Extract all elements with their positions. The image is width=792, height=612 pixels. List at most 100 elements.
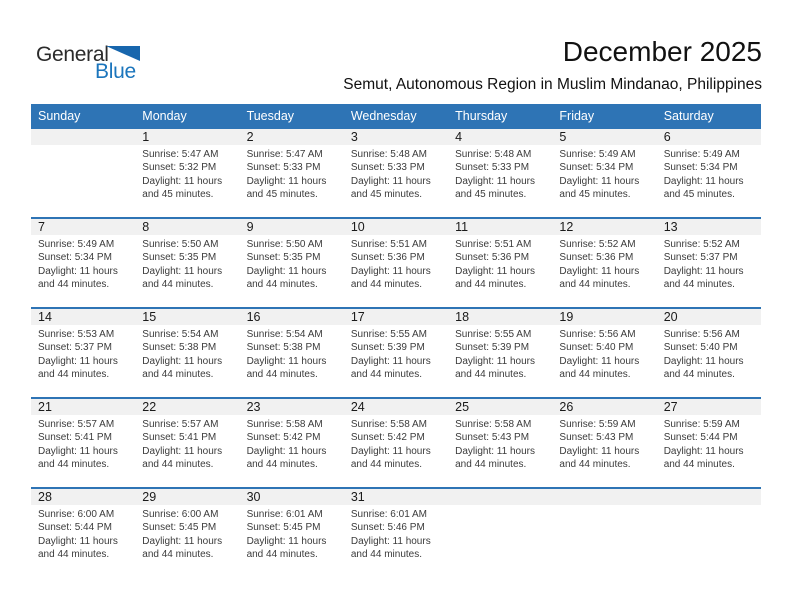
sunrise-text: Sunrise: 5:57 AM <box>38 419 115 430</box>
day-number: 19 <box>552 309 657 325</box>
sunrise-text: Sunrise: 5:54 AM <box>246 329 323 340</box>
week-row: 14 Sunrise: 5:53 AM Sunset: 5:37 PM Dayligh… <box>31 307 761 397</box>
day-details: Sunrise: 5:51 AM Sunset: 5:36 PM Daylight:… <box>344 235 448 292</box>
day-number: 17 <box>343 309 449 325</box>
day-details: Sunrise: 5:59 AM Sunset: 5:43 PM Daylight:… <box>552 415 656 472</box>
day-details: Sunrise: 5:49 AM Sunset: 5:34 PM Daylight:… <box>657 145 761 202</box>
day-details: Sunrise: 5:48 AM Sunset: 5:33 PM Daylight:… <box>344 145 448 202</box>
day-cell-9: 9 Sunrise: 5:50 AM Sunset: 5:35 PM Daylight… <box>239 219 344 307</box>
weekday-header-thursday: Thursday <box>455 108 508 123</box>
day-details: Sunrise: 5:48 AM Sunset: 5:33 PM Daylight:… <box>448 145 552 202</box>
day-number <box>448 489 553 505</box>
day-cell-12: 12 Sunrise: 5:52 AM Sunset: 5:36 PM Dayligh… <box>552 219 657 307</box>
day-number: 13 <box>656 219 761 235</box>
logo-text-general: General <box>36 43 109 66</box>
sunset-text: Sunset: 5:35 PM <box>142 252 217 264</box>
day-cell-28: 28 Sunrise: 6:00 AM Sunset: 5:44 PM Dayligh… <box>31 489 136 577</box>
day-number: 21 <box>31 399 136 415</box>
sunrise-text: Sunrise: 5:55 AM <box>350 329 427 340</box>
day-details: Sunrise: 5:56 AM Sunset: 5:40 PM Daylight:… <box>552 325 656 382</box>
daylight-text: Daylight: 11 hours and 44 minutes. <box>559 355 640 381</box>
sunrise-text: Sunrise: 5:49 AM <box>38 239 115 250</box>
general-blue-logo: General Blue <box>36 44 156 82</box>
day-cell-26: 26 Sunrise: 5:59 AM Sunset: 5:43 PM Dayligh… <box>552 399 657 487</box>
sunset-text: Sunset: 5:46 PM <box>350 522 425 534</box>
daylight-text: Daylight: 11 hours and 44 minutes. <box>38 445 118 471</box>
sunset-text: Sunset: 5:35 PM <box>246 252 321 264</box>
sunset-text: Sunset: 5:33 PM <box>455 162 530 174</box>
day-number: 7 <box>31 219 136 235</box>
day-cell-11: 11 Sunrise: 5:51 AM Sunset: 5:36 PM Dayligh… <box>448 219 553 307</box>
day-cell-5: 5 Sunrise: 5:49 AM Sunset: 5:34 PM Daylight… <box>552 129 657 217</box>
day-details: Sunrise: 6:01 AM Sunset: 5:46 PM Daylight:… <box>344 505 448 562</box>
week-row: 28 Sunrise: 6:00 AM Sunset: 5:44 PM Dayligh… <box>31 487 761 577</box>
sunset-text: Sunset: 5:43 PM <box>559 432 634 444</box>
sunset-text: Sunset: 5:41 PM <box>38 432 112 444</box>
day-cell-27: 27 Sunrise: 5:59 AM Sunset: 5:44 PM Dayligh… <box>656 399 761 487</box>
day-number: 27 <box>656 399 761 415</box>
page-title: December 2025 <box>562 36 762 67</box>
daylight-text: Daylight: 11 hours and 45 minutes. <box>663 175 744 201</box>
day-cell-10: 10 Sunrise: 5:51 AM Sunset: 5:36 PM Dayligh… <box>343 219 449 307</box>
page-subtitle: Semut, Autonomous Region in Muslim Minda… <box>343 76 762 93</box>
sunrise-text: Sunrise: 5:51 AM <box>455 239 532 250</box>
day-details: Sunrise: 5:56 AM Sunset: 5:40 PM Daylight:… <box>657 325 761 382</box>
day-number: 12 <box>552 219 657 235</box>
day-details: Sunrise: 5:54 AM Sunset: 5:38 PM Daylight:… <box>135 325 239 382</box>
day-details: Sunrise: 5:49 AM Sunset: 5:34 PM Daylight:… <box>552 145 656 202</box>
day-details: Sunrise: 5:47 AM Sunset: 5:32 PM Daylight:… <box>135 145 239 202</box>
daylight-text: Daylight: 11 hours and 44 minutes. <box>455 265 535 291</box>
day-number: 6 <box>656 129 761 145</box>
sunset-text: Sunset: 5:45 PM <box>246 522 321 534</box>
day-cell-8: 8 Sunrise: 5:50 AM Sunset: 5:35 PM Daylight… <box>135 219 240 307</box>
day-number: 22 <box>135 399 240 415</box>
week-row: 7 Sunrise: 5:49 AM Sunset: 5:34 PM Daylight… <box>31 217 761 307</box>
day-details: Sunrise: 5:47 AM Sunset: 5:33 PM Daylight:… <box>240 145 344 202</box>
day-details: Sunrise: 5:50 AM Sunset: 5:35 PM Daylight:… <box>240 235 344 292</box>
week-row: 1 Sunrise: 5:47 AM Sunset: 5:32 PM Daylight… <box>31 127 761 217</box>
day-cell-23: 23 Sunrise: 5:58 AM Sunset: 5:42 PM Dayligh… <box>239 399 344 487</box>
daylight-text: Daylight: 11 hours and 44 minutes. <box>350 355 431 381</box>
day-details: Sunrise: 5:58 AM Sunset: 5:43 PM Daylight:… <box>448 415 552 472</box>
day-number <box>656 489 761 505</box>
sunset-text: Sunset: 5:37 PM <box>38 342 112 354</box>
sunset-text: Sunset: 5:45 PM <box>142 522 217 534</box>
week-row: 21 Sunrise: 5:57 AM Sunset: 5:41 PM Dayligh… <box>31 397 761 487</box>
day-details: Sunrise: 5:54 AM Sunset: 5:38 PM Daylight:… <box>240 325 344 382</box>
day-cell-empty <box>31 129 136 217</box>
day-cell-14: 14 Sunrise: 5:53 AM Sunset: 5:37 PM Dayligh… <box>31 309 136 397</box>
day-cell-31: 31 Sunrise: 6:01 AM Sunset: 5:46 PM Dayligh… <box>343 489 449 577</box>
sunrise-text: Sunrise: 5:49 AM <box>663 149 740 160</box>
sunrise-text: Sunrise: 5:51 AM <box>350 239 427 250</box>
day-cell-18: 18 Sunrise: 5:55 AM Sunset: 5:39 PM Dayligh… <box>448 309 553 397</box>
day-details: Sunrise: 5:52 AM Sunset: 5:37 PM Daylight:… <box>657 235 761 292</box>
sunrise-text: Sunrise: 5:59 AM <box>663 419 740 430</box>
sunrise-text: Sunrise: 5:49 AM <box>559 149 636 160</box>
sunset-text: Sunset: 5:34 PM <box>38 252 112 264</box>
sunset-text: Sunset: 5:34 PM <box>559 162 634 174</box>
day-cell-29: 29 Sunrise: 6:00 AM Sunset: 5:45 PM Dayligh… <box>135 489 240 577</box>
day-details: Sunrise: 5:58 AM Sunset: 5:42 PM Daylight:… <box>344 415 448 472</box>
day-details: Sunrise: 6:01 AM Sunset: 5:45 PM Daylight:… <box>240 505 344 562</box>
daylight-text: Daylight: 11 hours and 45 minutes. <box>142 175 223 201</box>
sunrise-text: Sunrise: 5:57 AM <box>142 419 219 430</box>
daylight-text: Daylight: 11 hours and 44 minutes. <box>559 265 640 291</box>
sunset-text: Sunset: 5:38 PM <box>246 342 321 354</box>
day-number: 11 <box>448 219 553 235</box>
day-cell-4: 4 Sunrise: 5:48 AM Sunset: 5:33 PM Daylight… <box>448 129 553 217</box>
day-cell-13: 13 Sunrise: 5:52 AM Sunset: 5:37 PM Dayligh… <box>656 219 761 307</box>
day-cell-empty <box>656 489 761 577</box>
day-cell-22: 22 Sunrise: 5:57 AM Sunset: 5:41 PM Dayligh… <box>135 399 240 487</box>
daylight-text: Daylight: 11 hours and 44 minutes. <box>350 445 431 471</box>
sunrise-text: Sunrise: 6:00 AM <box>142 509 219 520</box>
day-details: Sunrise: 5:58 AM Sunset: 5:42 PM Daylight:… <box>240 415 344 472</box>
day-number: 20 <box>656 309 761 325</box>
sunrise-text: Sunrise: 5:47 AM <box>142 149 219 160</box>
weekday-header-saturday: Saturday <box>663 108 714 123</box>
day-details: Sunrise: 6:00 AM Sunset: 5:45 PM Daylight:… <box>135 505 239 562</box>
daylight-text: Daylight: 11 hours and 44 minutes. <box>142 265 223 291</box>
sunset-text: Sunset: 5:42 PM <box>350 432 425 444</box>
sunrise-text: Sunrise: 5:54 AM <box>142 329 219 340</box>
day-number: 2 <box>239 129 344 145</box>
